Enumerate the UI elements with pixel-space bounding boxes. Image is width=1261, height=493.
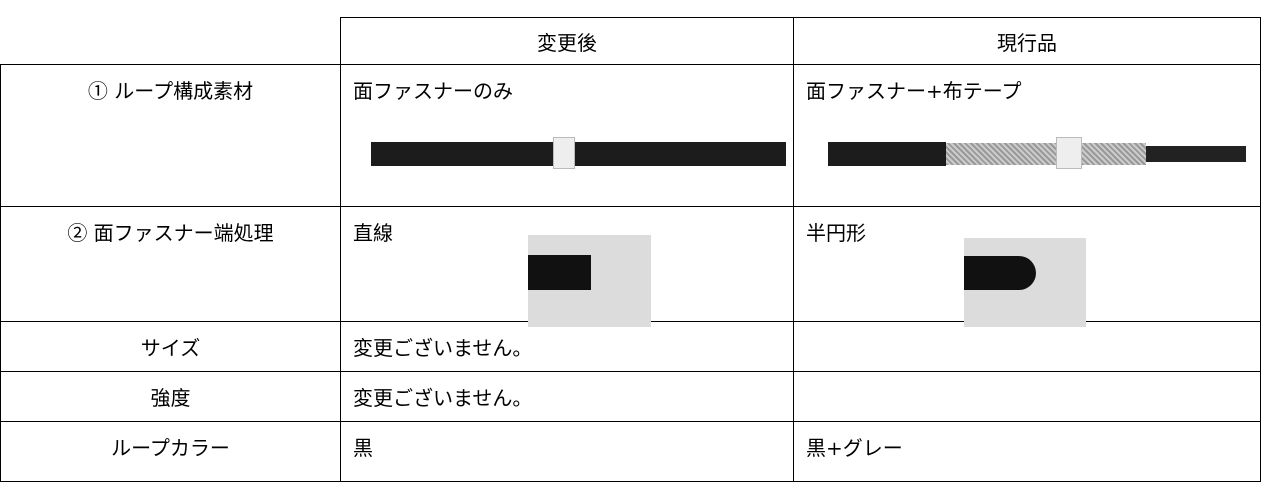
cell-text: 面ファスナーのみ: [353, 79, 513, 103]
cell-text: 直線: [353, 221, 393, 245]
row-label: ② 面ファスナー端処理: [0, 206, 341, 322]
cell-text: 半円形: [806, 221, 866, 245]
corner-cell: [0, 17, 341, 65]
photo-box: [964, 238, 1086, 327]
cell-text: 黒: [353, 436, 373, 460]
cell: 面ファスナー+布テープ: [793, 64, 1261, 207]
photo-belt: [1146, 146, 1246, 162]
cell-text: 黒+グレー: [806, 436, 903, 460]
cell: 変更ございません。: [340, 371, 794, 422]
row: ② 面ファスナー端処理 直線 半円形: [0, 206, 1261, 327]
label-text: サイズ: [140, 336, 201, 360]
photo-end: [528, 255, 591, 290]
row: ループカラー 黒 黒+グレー: [0, 421, 1261, 482]
header-cell: 変更後: [340, 17, 794, 65]
comparison-table: 変更後 現行品 ① ループ構成素材 面ファスナーのみ 面ファスナー+布テープ ②…: [0, 17, 1261, 482]
label-text: ① ループ構成素材: [87, 79, 254, 103]
cell: 黒: [340, 421, 794, 482]
header-row: 変更後 現行品: [0, 17, 1261, 65]
photo-buckle: [1056, 137, 1082, 169]
row-label: 強度: [0, 371, 341, 422]
photo-end: [964, 256, 1036, 290]
cell: 変更ございません。: [340, 321, 794, 372]
cell: 半円形: [793, 206, 1261, 327]
row-label: ループカラー: [0, 421, 341, 482]
cell: 直線: [340, 206, 794, 327]
cell: [793, 371, 1261, 422]
cell: 黒+グレー: [793, 421, 1261, 482]
label-text: ループカラー: [111, 436, 230, 460]
row-label: ① ループ構成素材: [0, 64, 341, 207]
label-text: ② 面ファスナー端処理: [67, 221, 274, 245]
cell-text: 面ファスナー+布テープ: [806, 79, 1022, 103]
label-text: 強度: [150, 386, 191, 410]
photo-box: [528, 235, 651, 327]
row: サイズ 変更ございません。: [0, 321, 1261, 372]
header-cell: 現行品: [793, 17, 1261, 65]
cell-text: 変更ございません。: [353, 336, 533, 360]
row: 強度 変更ございません。: [0, 371, 1261, 422]
cell: 面ファスナーのみ: [340, 64, 794, 207]
photo-belt: [828, 142, 946, 166]
row-label: サイズ: [0, 321, 341, 372]
photo-belt: [371, 142, 786, 166]
photo-mesh: [946, 143, 1146, 165]
row: ① ループ構成素材 面ファスナーのみ 面ファスナー+布テープ: [0, 64, 1261, 207]
cell: [793, 321, 1261, 372]
cell-text: 変更ございません。: [353, 386, 533, 410]
photo-buckle: [553, 137, 575, 169]
